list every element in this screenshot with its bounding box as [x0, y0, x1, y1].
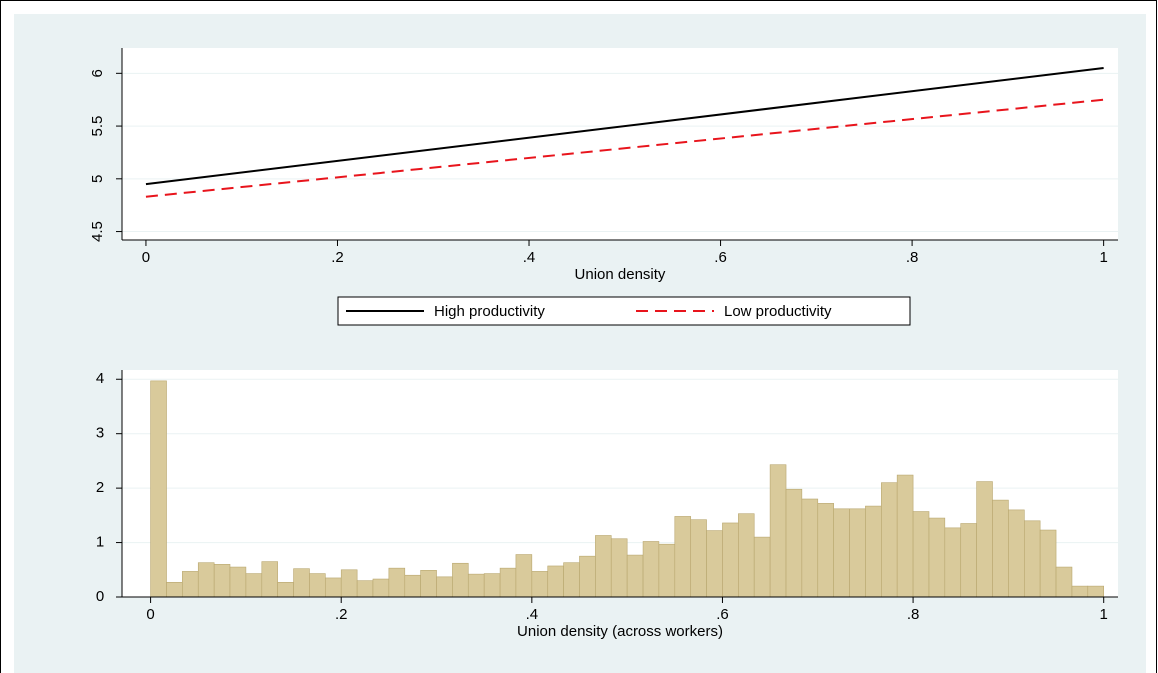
bar: [277, 582, 294, 598]
bar: [483, 573, 501, 598]
bar: [849, 508, 866, 598]
x-tick-label: 1: [1099, 249, 1107, 266]
bar: [261, 561, 278, 598]
bar: [817, 503, 834, 598]
bar: [912, 511, 930, 598]
legend-label: Low productivity: [724, 303, 832, 320]
bar: [706, 530, 723, 598]
x-axis-title: Union density (across workers): [517, 623, 723, 640]
bar: [595, 535, 612, 598]
bar: [896, 474, 914, 598]
legend-label: High productivity: [434, 303, 545, 320]
plot-area: [122, 48, 1118, 240]
bar: [245, 573, 263, 598]
bar: [197, 562, 215, 598]
x-axis-title: Union density: [575, 266, 666, 283]
x-tick-label: .2: [335, 606, 348, 623]
bar: [992, 499, 1009, 598]
bar: [372, 578, 390, 598]
bar: [515, 554, 533, 598]
y-tick-label: 4.5: [89, 221, 106, 242]
y-tick-label: 6: [89, 69, 106, 77]
line-series: [145, 67, 1104, 186]
bar: [642, 541, 660, 598]
x-tick-label: .4: [526, 606, 539, 623]
bar: [865, 505, 882, 598]
bar: [150, 380, 167, 598]
bar: [229, 566, 247, 598]
bar: [881, 482, 898, 598]
bar: [722, 522, 739, 598]
bar: [1087, 585, 1105, 598]
bar: [499, 567, 517, 598]
x-tick-label: .6: [714, 249, 727, 266]
bar: [547, 565, 564, 598]
bar: [658, 543, 676, 598]
bar: [388, 567, 406, 598]
y-tick-label: 5.5: [89, 116, 106, 137]
y-tick-label: 0: [96, 588, 104, 605]
bar: [213, 564, 231, 598]
x-tick-label: .6: [716, 606, 729, 623]
line-series: [145, 98, 1104, 198]
bar: [356, 580, 374, 598]
bar: [928, 517, 946, 598]
bar: [1055, 566, 1073, 598]
bar: [960, 523, 977, 598]
bar: [1008, 509, 1025, 598]
y-tick-label: 2: [96, 479, 104, 496]
bar: [690, 519, 707, 598]
bar: [293, 568, 310, 598]
bar: [674, 516, 692, 598]
bar: [324, 577, 342, 598]
bar: [1071, 585, 1089, 598]
bar: [769, 464, 787, 598]
bar: [452, 562, 469, 598]
y-tick-label: 3: [96, 425, 104, 442]
bar: [309, 573, 326, 598]
x-tick-label: 1: [1100, 606, 1108, 623]
x-tick-label: .4: [523, 249, 536, 266]
bar: [610, 538, 628, 598]
bar: [531, 571, 549, 598]
x-tick-label: .2: [331, 249, 344, 266]
legend: [337, 296, 911, 326]
bar: [436, 576, 453, 598]
x-tick-label: 0: [142, 249, 150, 266]
bar: [785, 488, 803, 598]
bar: [563, 562, 580, 598]
y-tick-label: 1: [96, 534, 104, 551]
bar: [579, 555, 596, 598]
bar: [1024, 520, 1041, 598]
y-tick-label: 5: [89, 175, 106, 183]
bar: [420, 570, 437, 598]
bar: [738, 513, 755, 598]
bar: [801, 498, 819, 598]
y-tick-label: 4: [96, 370, 104, 387]
bar: [976, 481, 993, 598]
x-tick-label: .8: [906, 249, 919, 266]
bar: [1039, 529, 1057, 598]
bar: [182, 571, 199, 598]
bar: [166, 582, 183, 598]
bar: [833, 508, 850, 598]
x-tick-label: 0: [146, 606, 154, 623]
bar: [753, 536, 771, 598]
bar: [340, 569, 358, 598]
bar: [626, 554, 644, 598]
bar: [467, 573, 485, 598]
bar: [944, 527, 962, 598]
x-tick-label: .8: [907, 606, 920, 623]
bar: [404, 574, 421, 598]
